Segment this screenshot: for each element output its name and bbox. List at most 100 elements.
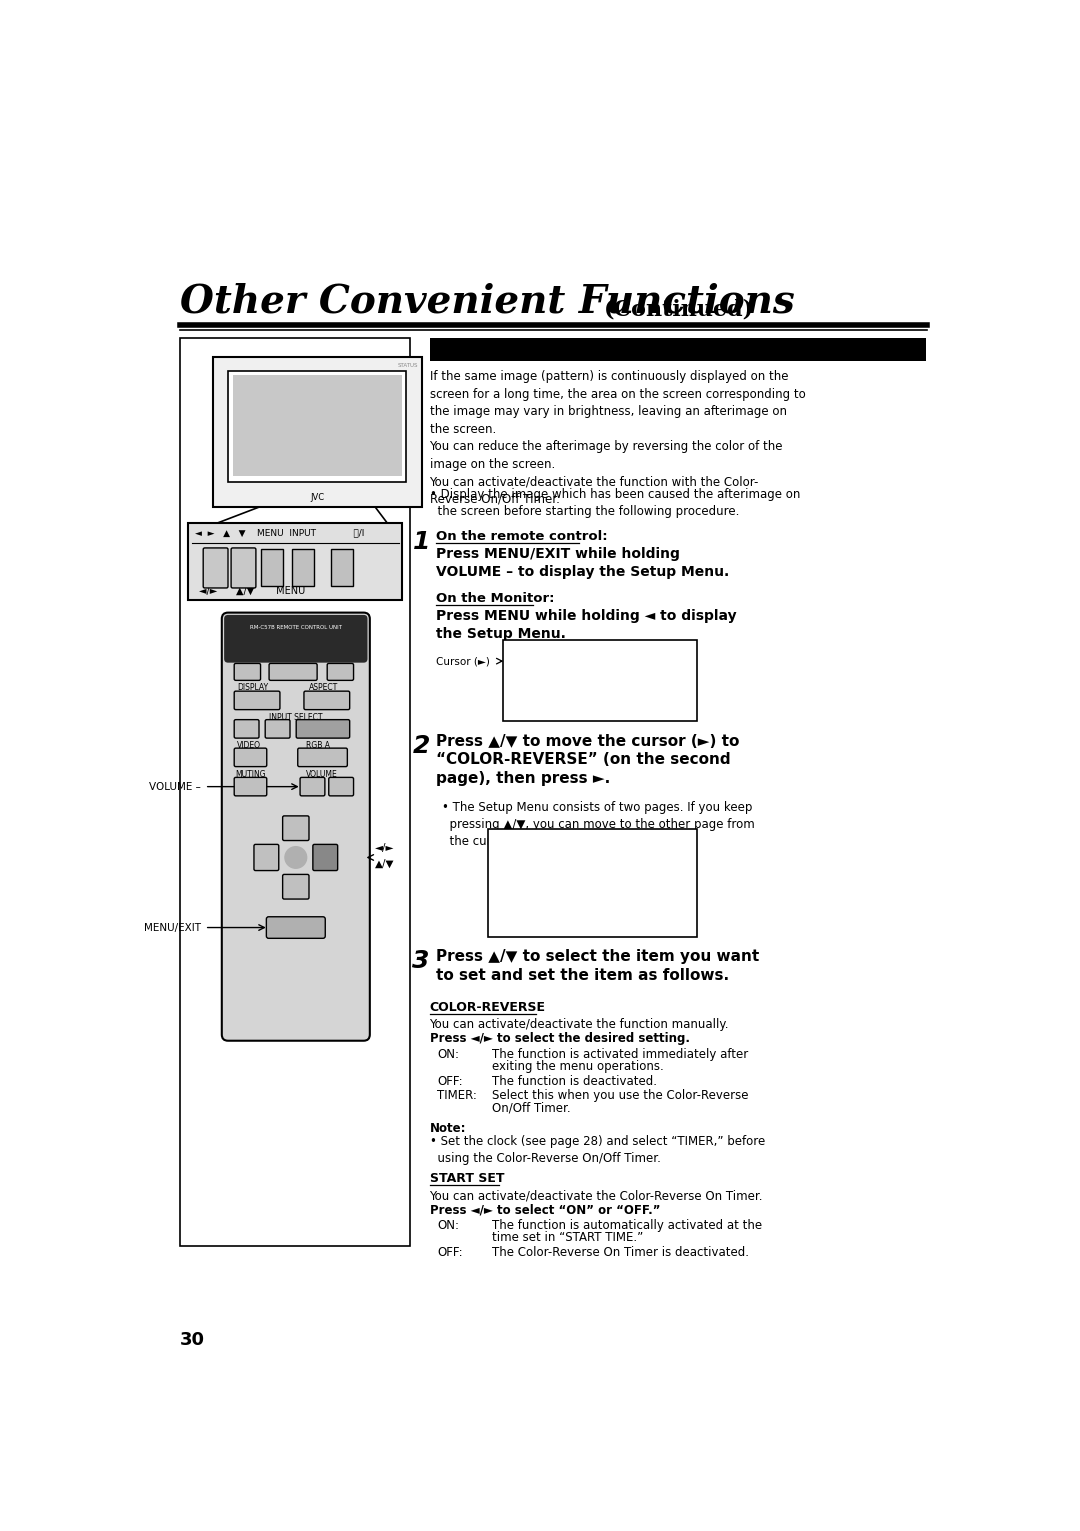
Text: • Display the image which has been caused the afterimage on
  the screen before : • Display the image which has been cause…: [430, 488, 800, 519]
Text: REFRESH: REFRESH: [492, 873, 534, 882]
Text: 2: 2: [413, 733, 430, 758]
FancyBboxPatch shape: [203, 548, 228, 588]
Text: Note:: Note:: [430, 1122, 465, 1134]
FancyBboxPatch shape: [313, 845, 338, 871]
Text: POWER: POWER: [281, 669, 306, 675]
Text: •all reset: •all reset: [492, 893, 548, 902]
Text: MENU/EXIT: MENU/EXIT: [144, 923, 201, 932]
FancyBboxPatch shape: [327, 663, 353, 680]
Text: ◄/►      ▲/▼       MENU: ◄/► ▲/▼ MENU: [200, 586, 306, 596]
Text: Press ◄/► to select the desired setting.: Press ◄/► to select the desired setting.: [430, 1032, 689, 1046]
Text: STATUS: STATUS: [397, 363, 418, 367]
Text: (Continued): (Continued): [604, 299, 754, 322]
Text: • The Setup Menu consists of two pages. If you keep
  pressing ▲/▼, you can move: • The Setup Menu consists of two pages. …: [442, 801, 755, 848]
Bar: [205, 550, 227, 586]
Text: RGB A: RGB A: [306, 741, 329, 750]
Text: JVC: JVC: [310, 493, 324, 502]
Text: ◄: ◄: [262, 853, 270, 862]
Text: You can activate/deactivate the function manually.: You can activate/deactivate the function…: [430, 1018, 729, 1032]
Text: MUTING: MUTING: [235, 770, 267, 779]
FancyBboxPatch shape: [234, 749, 267, 767]
Text: •reset: •reset: [492, 883, 529, 893]
FancyBboxPatch shape: [234, 690, 280, 710]
Text: If the same image (pattern) is continuously displayed on the
screen for a long t: If the same image (pattern) is continuou…: [430, 371, 806, 505]
Text: exiting the menu operations.: exiting the menu operations.: [491, 1059, 663, 1073]
Text: VOLUME –: VOLUME –: [149, 782, 201, 792]
Text: On/Off Timer.: On/Off Timer.: [491, 1102, 570, 1115]
Text: The function is automatically activated at the: The function is automatically activated …: [491, 1219, 761, 1231]
Text: Press MENU while holding ◄ to display
the Setup Menu.: Press MENU while holding ◄ to display th…: [435, 609, 737, 640]
Text: OFF: OFF: [241, 669, 254, 675]
Text: CONTROL LOCK     : OFF: CONTROL LOCK : OFF: [508, 663, 619, 671]
FancyBboxPatch shape: [283, 816, 309, 841]
FancyBboxPatch shape: [234, 778, 267, 796]
Text: The function is activated immediately after: The function is activated immediately af…: [491, 1047, 747, 1061]
Text: Press MENU/EXIT while holding
VOLUME – to display the Setup Menu.: Press MENU/EXIT while holding VOLUME – t…: [435, 547, 729, 579]
Text: ADJUST:◄►SELECT:▲ EXIT:MENU: ADJUST:◄►SELECT:▲ EXIT:MENU: [535, 926, 650, 932]
Text: DISPLAY: DISPLAY: [238, 683, 269, 692]
Text: OFF:: OFF:: [437, 1246, 463, 1260]
Text: Other Convenient Functions: Other Convenient Functions: [180, 283, 795, 322]
Text: OFF:: OFF:: [437, 1075, 463, 1089]
Text: ◄  ►   ▲   ▼    MENU  INPUT             ⏻/I: ◄ ► ▲ ▼ MENU INPUT ⏻/I: [195, 528, 365, 537]
Text: ▲: ▲: [292, 824, 299, 833]
FancyBboxPatch shape: [296, 720, 350, 738]
Text: ►PIXEL SHIFT       : OFF: ►PIXEL SHIFT : OFF: [492, 844, 604, 851]
Text: Press ▲/▼ to move the cursor (►) to
“COLOR-REVERSE” (on the second
page), then p: Press ▲/▼ to move the cursor (►) to “COL…: [435, 733, 739, 785]
Text: HOUR METER x100h : 133: HOUR METER x100h : 133: [492, 903, 604, 912]
Text: <SET-UP MENU>  2/2: <SET-UP MENU> 2/2: [548, 831, 637, 841]
Bar: [180, 338, 410, 1246]
Text: ON:: ON:: [437, 1219, 459, 1231]
Text: ASPECT: ASPECT: [309, 683, 339, 692]
Text: Select this when you use the Color-Reverse: Select this when you use the Color-Rever…: [491, 1089, 748, 1102]
Text: MENU/EXIT: MENU/EXIT: [274, 923, 316, 932]
Text: ON:: ON:: [437, 1047, 459, 1061]
Text: VIDEO: VIDEO: [238, 741, 261, 750]
Text: RM-C57B REMOTE CONTROL UNIT: RM-C57B REMOTE CONTROL UNIT: [249, 625, 341, 629]
Text: INPUT SELECT: INPUT SELECT: [269, 713, 323, 721]
Bar: [232, 375, 402, 476]
FancyBboxPatch shape: [234, 720, 259, 738]
FancyBboxPatch shape: [283, 874, 309, 899]
FancyBboxPatch shape: [269, 663, 318, 680]
Text: <SET-UP MENU>  1/2: <SET-UP MENU> 1/2: [555, 643, 645, 652]
Text: ◄/►: ◄/►: [375, 844, 395, 853]
FancyBboxPatch shape: [221, 612, 369, 1041]
Text: +: +: [337, 782, 346, 792]
Text: 3: 3: [413, 949, 430, 974]
Text: time set in “START TIME.”: time set in “START TIME.”: [491, 1231, 643, 1243]
Bar: [430, 338, 926, 361]
Bar: [293, 550, 314, 586]
FancyBboxPatch shape: [328, 778, 353, 796]
Text: You can activate/deactivate the Color-Reverse On Timer.: You can activate/deactivate the Color-Re…: [430, 1190, 762, 1202]
Bar: [213, 357, 422, 507]
FancyBboxPatch shape: [267, 917, 325, 939]
Text: COMPO.
(RGB B): COMPO. (RGB B): [312, 723, 334, 735]
FancyBboxPatch shape: [225, 615, 367, 663]
Text: ►: ►: [322, 853, 329, 862]
Bar: [232, 550, 255, 586]
Bar: [332, 550, 353, 586]
Text: Press ▲/▼ to select the item you want
to set and set the item as follows.: Press ▲/▼ to select the item you want to…: [435, 949, 759, 983]
Text: The function is deactivated.: The function is deactivated.: [491, 1075, 657, 1089]
FancyBboxPatch shape: [266, 720, 291, 738]
Text: HD SIGNAL MODE   : 1080i: HD SIGNAL MODE : 1080i: [508, 680, 629, 689]
Bar: [261, 550, 283, 586]
Text: Press ◄/► to select “ON” or “OFF.”: Press ◄/► to select “ON” or “OFF.”: [430, 1203, 660, 1216]
Text: The Color-Reverse On Timer is deactivated.: The Color-Reverse On Timer is deactivate…: [491, 1246, 748, 1260]
Text: POWER SAVE       : OFF: POWER SAVE : OFF: [492, 853, 604, 862]
FancyBboxPatch shape: [303, 690, 350, 710]
Text: ON: ON: [335, 669, 346, 675]
FancyBboxPatch shape: [234, 663, 260, 680]
Text: Reducing the Afterimage Effect: Reducing the Afterimage Effect: [435, 341, 706, 355]
Text: VOLUME: VOLUME: [306, 770, 337, 779]
Text: ►STATUS DISPLAY   : OFF: ►STATUS DISPLAY : OFF: [508, 654, 615, 663]
Text: START SET: START SET: [430, 1173, 504, 1185]
FancyBboxPatch shape: [254, 845, 279, 871]
Text: WHITE BALANCE: WHITE BALANCE: [508, 689, 577, 698]
Text: 30: 30: [180, 1330, 205, 1349]
Text: B: B: [274, 724, 281, 733]
Text: On the remote control:: On the remote control:: [435, 530, 607, 544]
Text: COLOR-REVERSE: COLOR-REVERSE: [430, 1001, 545, 1015]
Text: ▲/▼: ▲/▼: [375, 859, 395, 868]
